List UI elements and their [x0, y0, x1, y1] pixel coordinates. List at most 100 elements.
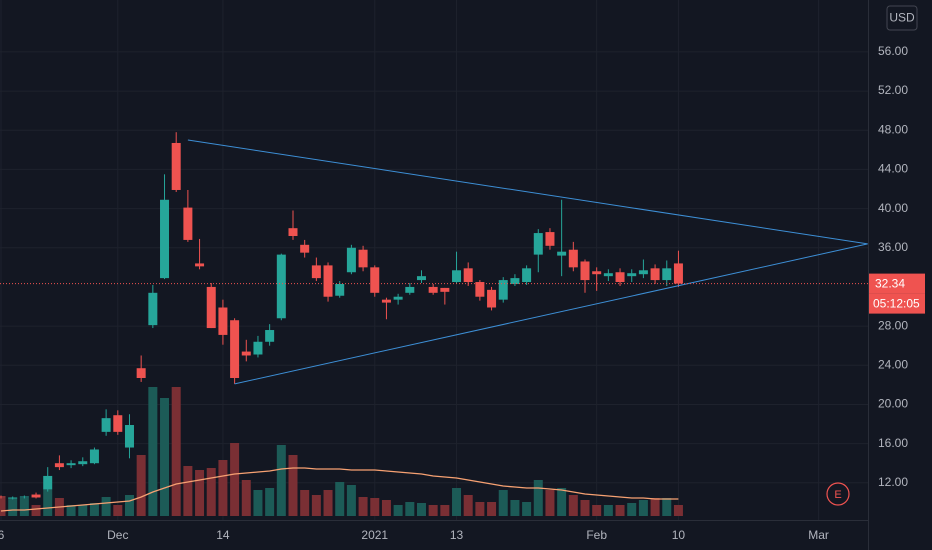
- volume-bar: [31, 505, 41, 516]
- candle-body: [43, 475, 53, 490]
- candle-body: [358, 249, 368, 268]
- candle-body: [19, 496, 29, 498]
- volume-bar: [253, 490, 263, 516]
- candle-body: [148, 292, 158, 326]
- volume-bar: [218, 460, 228, 516]
- candle-body: [300, 244, 310, 253]
- y-tick-label: 12.00: [878, 475, 908, 489]
- volume-bar: [370, 498, 380, 516]
- currency-box[interactable]: [886, 5, 918, 31]
- volume-bar: [113, 505, 123, 516]
- countdown-box: [869, 293, 925, 314]
- volume-bar: [43, 490, 53, 516]
- candle-body: [54, 463, 64, 468]
- volume-bar: [195, 470, 205, 516]
- candle-body: [557, 251, 567, 256]
- volume-bar: [276, 445, 286, 516]
- candle-body: [440, 287, 450, 292]
- candle-body: [8, 497, 18, 499]
- y-tick-label: 20.00: [878, 397, 908, 411]
- volume-bar: [545, 490, 555, 516]
- volume-bar: [487, 502, 497, 516]
- volume-bar: [323, 490, 333, 516]
- y-tick-label: 36.00: [878, 240, 908, 254]
- volume-bar: [300, 490, 310, 516]
- candle-body: [405, 286, 415, 293]
- volume-bar: [627, 503, 637, 516]
- candle-body: [662, 268, 672, 281]
- candle-body: [463, 268, 473, 283]
- x-tick-label: 10: [672, 528, 686, 542]
- volume-bar: [148, 387, 158, 516]
- volume-bar: [522, 502, 532, 516]
- x-tick-label: 13: [450, 528, 464, 542]
- candle-body: [230, 320, 240, 379]
- volume-bar: [101, 497, 111, 516]
- candle-body: [650, 268, 660, 281]
- earnings-label: E: [834, 489, 841, 501]
- earnings-marker[interactable]: [826, 482, 850, 506]
- candle-body: [381, 299, 391, 303]
- volume-bar: [8, 498, 18, 516]
- x-tick-label: Dec: [107, 528, 128, 542]
- candle-body: [592, 271, 602, 275]
- candle-body: [218, 307, 228, 335]
- candle-body: [113, 415, 123, 432]
- volume-bar: [650, 498, 660, 516]
- candle-body: [627, 273, 637, 277]
- volume-ma-line: [0, 467, 679, 512]
- candle-body: [370, 267, 380, 293]
- candle-body: [615, 272, 625, 283]
- trendline: [187, 139, 868, 245]
- volume-bar: [615, 505, 625, 516]
- candle-body: [101, 418, 111, 432]
- grid: [0, 0, 868, 520]
- volume-bar: [673, 505, 683, 516]
- volume-bar: [580, 500, 590, 516]
- candle-body: [498, 280, 508, 300]
- candle-body: [510, 278, 520, 284]
- volume-bar: [405, 502, 415, 516]
- candle-body: [183, 207, 193, 240]
- y-tick-label: 16.00: [878, 436, 908, 450]
- y-tick-label: 48.00: [878, 122, 908, 136]
- volume-bar: [498, 490, 508, 516]
- volume-bar: [440, 505, 450, 516]
- candle-body: [603, 273, 613, 277]
- candle-body: [638, 270, 648, 275]
- candle-body: [124, 425, 134, 448]
- candle-body: [265, 330, 275, 342]
- volume-bar: [358, 497, 368, 516]
- x-tick-label: Mar: [808, 528, 829, 542]
- candle-body: [241, 351, 251, 356]
- candle-body: [580, 261, 590, 281]
- candle-body: [311, 265, 321, 279]
- candle-body: [393, 296, 403, 300]
- candle-body: [160, 199, 170, 279]
- volume-bar: [136, 455, 146, 516]
- last-price-label: 32.34: [875, 276, 905, 290]
- candle-body: [452, 270, 462, 283]
- volume-bar: [265, 488, 275, 516]
- volume-bar: [557, 488, 567, 516]
- x-tick-label: 2021: [361, 528, 388, 542]
- candle-body: [487, 289, 497, 308]
- volume-bar: [171, 387, 181, 516]
- x-tick-label: Feb: [586, 528, 607, 542]
- volume-bar: [603, 505, 613, 516]
- candle-body: [276, 254, 286, 319]
- volume-bar: [78, 505, 88, 516]
- candle-body: [66, 463, 76, 466]
- volume-bar: [160, 398, 170, 516]
- candle-body: [206, 286, 216, 329]
- candle-body: [475, 282, 485, 297]
- countdown-label: 05:12:05: [873, 296, 920, 310]
- volume-bar: [638, 500, 648, 516]
- candle-body: [533, 233, 543, 255]
- y-tick-label: 24.00: [878, 357, 908, 371]
- candle-body: [89, 449, 99, 464]
- y-tick-label: 28.00: [878, 318, 908, 332]
- candle-body: [136, 368, 146, 379]
- candle-body: [195, 263, 205, 267]
